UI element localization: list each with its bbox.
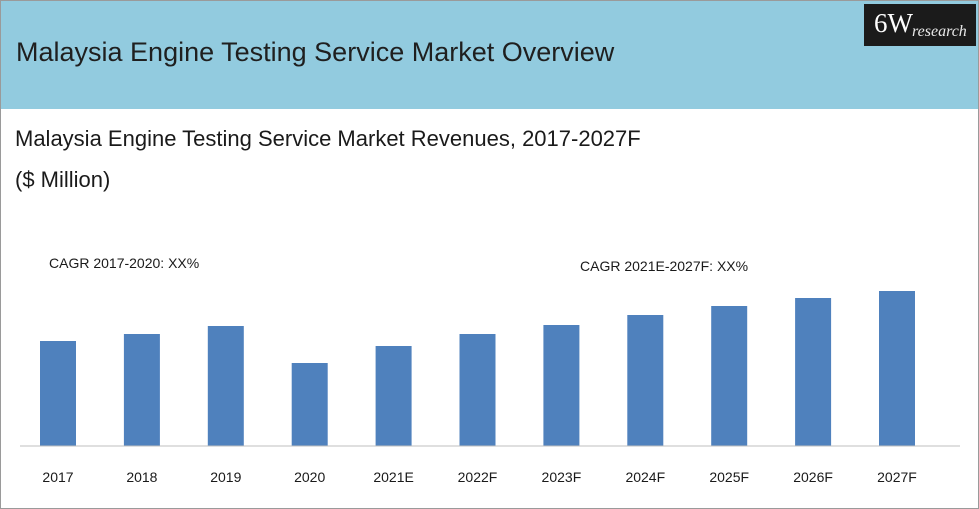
chart-title-line1: Malaysia Engine Testing Service Market R…	[15, 126, 641, 151]
bar-2023F	[543, 325, 580, 446]
bar-2017	[40, 341, 76, 446]
bar-2027F	[879, 291, 915, 446]
logo-main-text: 6W	[874, 8, 913, 38]
x-tick-label: 2021E	[373, 469, 413, 485]
x-tick-labels: 2017 2018 2019 2020 2021E 2022F 2023F 2024F 2025…	[42, 469, 916, 485]
header-banner: Malaysia Engine Testing Service Market O…	[1, 1, 978, 109]
bar-2024F	[627, 315, 664, 446]
x-tick-label: 2018	[126, 469, 157, 485]
bar-2019	[207, 326, 244, 446]
x-tick-label: 2020	[294, 469, 325, 485]
bar-2021E	[375, 346, 412, 446]
brand-logo: 6W research	[864, 4, 976, 46]
x-tick-label: 2023F	[542, 469, 582, 485]
x-tick-label: 2026F	[793, 469, 833, 485]
bar-2025F	[711, 306, 748, 446]
page-title: Malaysia Engine Testing Service Market O…	[16, 37, 615, 67]
x-tick-label: 2027F	[877, 469, 917, 485]
chart-title-line2: ($ Million)	[15, 167, 111, 192]
x-tick-label: 2019	[210, 469, 241, 485]
bar-2018	[123, 334, 160, 446]
x-tick-label: 2022F	[458, 469, 498, 485]
logo-sub-text: research	[912, 23, 967, 40]
x-tick-label: 2024F	[625, 469, 665, 485]
cagr-annotation-2: CAGR 2021E-2027F: XX%	[580, 258, 748, 274]
chart-title: Malaysia Engine Testing Service Market R…	[15, 118, 641, 200]
bar-2026F	[795, 298, 832, 446]
x-tick-label: 2017	[42, 469, 73, 485]
bar-2022F	[459, 334, 496, 446]
bar-2020	[291, 363, 328, 446]
cagr-annotation-1: CAGR 2017-2020: XX%	[49, 255, 199, 271]
x-tick-label: 2025F	[709, 469, 749, 485]
bar-series	[40, 291, 915, 446]
